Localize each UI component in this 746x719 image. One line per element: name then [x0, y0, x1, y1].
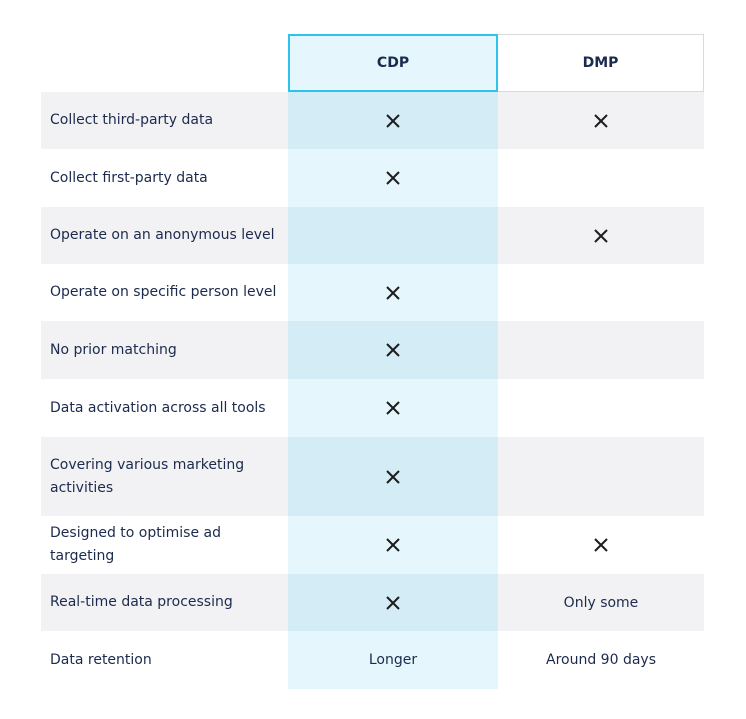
table-row: No prior matching — [41, 321, 704, 379]
table-row: Designed to optimise ad targeting — [41, 516, 704, 574]
cdp-value: Longer — [368, 652, 418, 668]
table-header: CDP DMP — [41, 34, 704, 92]
dmp-value: Around 90 days — [546, 652, 656, 668]
dmp-value: Only some — [563, 594, 639, 611]
feature-label: No prior matching — [50, 341, 177, 358]
comparison-table: CDP DMP Collect third-party data Collect… — [41, 34, 704, 689]
table-row: Data activation across all tools — [41, 379, 704, 437]
column-header-dmp: DMP — [498, 34, 704, 92]
feature-label: Collect first-party data — [50, 169, 208, 186]
feature-label: Operate on specific person level — [50, 284, 277, 300]
cdp-cell — [288, 264, 498, 321]
table-row: Covering various marketing activities — [41, 437, 704, 516]
table-row: Collect first-party data — [41, 149, 704, 207]
dmp-cell — [498, 437, 704, 516]
dmp-cell — [498, 264, 704, 321]
cdp-cell — [288, 437, 498, 516]
cdp-cell — [288, 149, 498, 207]
cdp-cell — [288, 574, 498, 631]
cdp-cell: Longer — [288, 631, 498, 689]
cross-mark-icon — [386, 538, 400, 552]
dmp-cell — [498, 207, 704, 264]
table-row: Operate on specific person level — [41, 264, 704, 321]
cross-mark-icon — [386, 285, 400, 300]
column-header-cdp: CDP — [288, 34, 498, 92]
feature-label: Operate on an anonymous level — [50, 227, 275, 243]
cross-mark-icon — [386, 469, 400, 484]
cdp-cell — [288, 207, 498, 264]
dmp-cell: Only some — [498, 574, 704, 631]
cross-mark-icon — [594, 228, 608, 243]
cdp-cell — [288, 92, 498, 149]
dmp-cell — [498, 516, 704, 574]
feature-label: Real-time data processing — [50, 594, 233, 610]
feature-label: Data retention — [50, 651, 152, 668]
feature-label: Covering various marketing activities — [50, 456, 245, 496]
dmp-cell — [498, 92, 704, 149]
feature-label: Data activation across all tools — [50, 399, 266, 416]
feature-label: Designed to optimise ad targeting — [50, 525, 221, 564]
cross-mark-icon — [594, 538, 608, 552]
feature-label: Collect third-party data — [50, 112, 214, 128]
cross-mark-icon — [594, 113, 608, 128]
table-row: Real-time data processing Only some — [41, 574, 704, 631]
cross-mark-icon — [386, 595, 400, 610]
table-row: Data retention Longer Around 90 days — [41, 631, 704, 689]
table-row: Operate on an anonymous level — [41, 207, 704, 264]
dmp-cell: Around 90 days — [498, 631, 704, 689]
cdp-cell — [288, 516, 498, 574]
cross-mark-icon — [386, 171, 400, 185]
dmp-cell — [498, 149, 704, 207]
dmp-cell — [498, 321, 704, 379]
cross-mark-icon — [386, 343, 400, 357]
table-row: Collect third-party data — [41, 92, 704, 149]
cdp-cell — [288, 321, 498, 379]
dmp-cell — [498, 379, 704, 437]
cdp-cell — [288, 379, 498, 437]
cross-mark-icon — [386, 401, 400, 415]
cross-mark-icon — [386, 113, 400, 128]
